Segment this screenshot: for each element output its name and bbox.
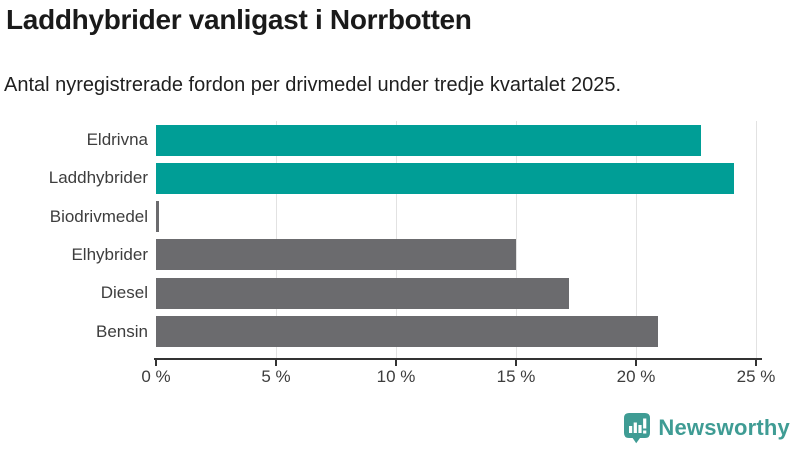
x-tick-label-20: 20 % (616, 367, 656, 386)
x-axis-line (154, 358, 762, 360)
newsworthy-logo-text: Newsworthy (658, 415, 790, 440)
bar-elhybrider[interactable] (156, 239, 516, 271)
bar-row-bensin: Bensin (0, 312, 800, 350)
bar-bensin[interactable] (156, 316, 658, 348)
category-label: Elhybrider (71, 245, 148, 265)
bar-row-diesel: Diesel (0, 274, 800, 312)
x-tick-15 (515, 360, 517, 366)
x-tick-label-5: 5 % (261, 367, 291, 386)
bar-row-elhybrider: Elhybrider (0, 236, 800, 274)
category-label: Diesel (100, 283, 148, 303)
category-label: Eldrivna (86, 130, 148, 150)
x-tick-10 (395, 360, 397, 366)
bar-laddhybrider[interactable] (156, 162, 735, 194)
x-tick-5 (275, 360, 277, 366)
gridline-20 (635, 121, 637, 358)
gridline-25 (755, 121, 757, 358)
gridline-15 (515, 121, 517, 358)
bar-rows: Eldrivna Laddhybrider Biodrivmedel Elhybrid… (0, 121, 800, 351)
x-tick-label-15: 15 % (496, 367, 536, 386)
bar-biodrivmedel[interactable] (156, 201, 160, 233)
x-tick-25 (755, 360, 757, 366)
x-tick-label-25: 25 % (736, 367, 776, 386)
category-label: Biodrivmedel (49, 206, 148, 226)
bar-row-laddhybrider: Laddhybrider (0, 159, 800, 197)
chart-subtitle: Antal nyregistrerade fordon per drivmede… (4, 74, 622, 96)
category-label: Bensin (96, 321, 148, 341)
x-tick-20 (635, 360, 637, 366)
newsworthy-logo: Newsworthy (623, 412, 790, 444)
bar-row-eldrivna: Eldrivna (0, 121, 800, 159)
page-title: Laddhybrider vanligast i Norrbotten (6, 4, 472, 35)
x-tick-label-10: 10 % (376, 367, 416, 386)
newsworthy-logo-icon (624, 413, 651, 444)
bar-row-biodrivmedel: Biodrivmedel (0, 198, 800, 236)
x-tick-label-0: 0 % (141, 367, 171, 386)
x-tick-0 (155, 360, 157, 366)
category-label: Laddhybrider (48, 168, 148, 188)
bar-diesel[interactable] (156, 277, 569, 309)
bar-eldrivna[interactable] (156, 124, 701, 156)
